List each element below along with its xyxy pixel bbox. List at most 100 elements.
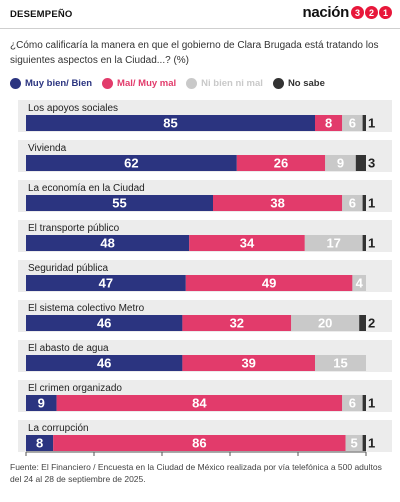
bar-segment	[362, 435, 366, 451]
bar-segment	[56, 395, 343, 411]
legend-label: Mal/ Muy mal	[117, 78, 177, 89]
data-label: 1	[368, 436, 375, 451]
bar-segment	[362, 235, 366, 251]
legend-item: Ni bien ni mal	[186, 78, 263, 89]
bar-segment	[345, 435, 363, 451]
data-label: 26	[274, 156, 288, 171]
category-label: Los apoyos sociales	[28, 103, 118, 114]
category-label: Seguridad pública	[28, 263, 108, 274]
data-label: 48	[100, 236, 114, 251]
bar-segment	[185, 275, 353, 291]
data-label: 46	[97, 316, 111, 331]
data-label: 1	[368, 116, 375, 131]
category-label: El sistema colectivo Metro	[28, 303, 145, 314]
brand-digits: 3 2 1	[350, 6, 392, 19]
data-label: 46	[97, 356, 111, 371]
x-tick-label: 60	[224, 459, 236, 460]
brand-digit: 3	[351, 6, 364, 19]
brand-logo: nación 3 2 1	[302, 4, 392, 21]
legend-label: Ni bien ni mal	[201, 78, 263, 89]
data-label: 84	[192, 396, 207, 411]
data-label: 1	[368, 396, 375, 411]
data-label: 55	[112, 196, 126, 211]
category-label: El abasto de agua	[28, 343, 109, 354]
bar-segment	[342, 115, 363, 131]
header-divider	[0, 28, 400, 29]
bar-segment	[26, 315, 183, 331]
legend-label: No sabe	[287, 78, 325, 89]
bar-segment	[182, 355, 315, 371]
x-tick-label: 0	[23, 459, 29, 460]
brand-word: nación	[302, 4, 349, 21]
bar-segment	[236, 155, 326, 171]
data-label: 34	[240, 236, 255, 251]
category-label: La economía en la Ciudad	[28, 183, 145, 194]
legend-swatch	[102, 78, 114, 89]
bar-segment	[182, 315, 292, 331]
data-label: 8	[325, 116, 332, 131]
legend-item: No sabe	[272, 78, 325, 89]
section-tag: DESEMPEÑO	[10, 9, 73, 20]
bar-segment	[325, 155, 356, 171]
data-label: 6	[349, 196, 356, 211]
bar-segment	[26, 195, 213, 211]
x-tick-label: 80	[292, 459, 304, 460]
data-label: 6	[349, 396, 356, 411]
data-label: 49	[262, 276, 276, 291]
bar-segment	[342, 395, 363, 411]
data-label: 39	[241, 356, 255, 371]
chart-question: ¿Cómo calificaría la manera en que el go…	[10, 40, 379, 66]
x-tick-label: 20	[88, 459, 100, 460]
bar-segment	[304, 235, 363, 251]
legend-item: Mal/ Muy mal	[102, 78, 176, 89]
legend-item: Muy bien/ Bien	[10, 78, 92, 89]
data-label: 9	[337, 156, 344, 171]
legend-swatch	[186, 78, 198, 89]
x-tick-label: 100	[358, 459, 375, 460]
data-label: 4	[356, 276, 364, 291]
bar-segment	[26, 275, 186, 291]
bar-segment	[26, 235, 190, 251]
data-label: 17	[326, 236, 340, 251]
bar-segment	[291, 315, 360, 331]
data-label: 5	[350, 436, 357, 451]
data-label: 32	[230, 316, 244, 331]
data-label: 85	[163, 116, 177, 131]
bar-segment	[26, 395, 57, 411]
category-label: La corrupción	[28, 423, 89, 434]
data-label: 86	[192, 436, 206, 451]
bar-segment	[359, 315, 366, 331]
bar-segment	[189, 235, 305, 251]
bar-segment	[315, 355, 366, 371]
bar-segment	[26, 435, 54, 451]
bar-segment	[213, 195, 343, 211]
data-label: 8	[36, 436, 43, 451]
data-label: 3	[368, 156, 375, 171]
brand-digit: 1	[379, 6, 392, 19]
bar-segment	[362, 395, 366, 411]
data-label: 6	[349, 116, 356, 131]
bar-segment	[26, 355, 183, 371]
bar-segment	[53, 435, 346, 451]
category-label: El transporte público	[28, 223, 120, 234]
category-label: Vivienda	[28, 143, 67, 154]
bar-segment	[355, 155, 366, 171]
data-label: 20	[318, 316, 332, 331]
data-label: 1	[368, 196, 375, 211]
chart-legend: Muy bien/ Bien Mal/ Muy mal Ni bien ni mal…	[10, 78, 335, 89]
data-label: 38	[270, 196, 284, 211]
data-label: 1	[368, 236, 375, 251]
data-label: 62	[124, 156, 138, 171]
header-bar: DESEMPEÑO nación 3 2 1	[0, 0, 400, 28]
category-label: El crimen organizado	[28, 383, 122, 394]
data-label: 2	[368, 316, 375, 331]
bar-segment	[362, 115, 366, 131]
data-label: 47	[99, 276, 113, 291]
data-label: 9	[38, 396, 45, 411]
x-tick-label: 40	[156, 459, 168, 460]
data-label: 15	[333, 356, 347, 371]
bar-segment	[362, 195, 366, 211]
legend-swatch	[10, 78, 21, 89]
bar-segment	[26, 115, 315, 131]
